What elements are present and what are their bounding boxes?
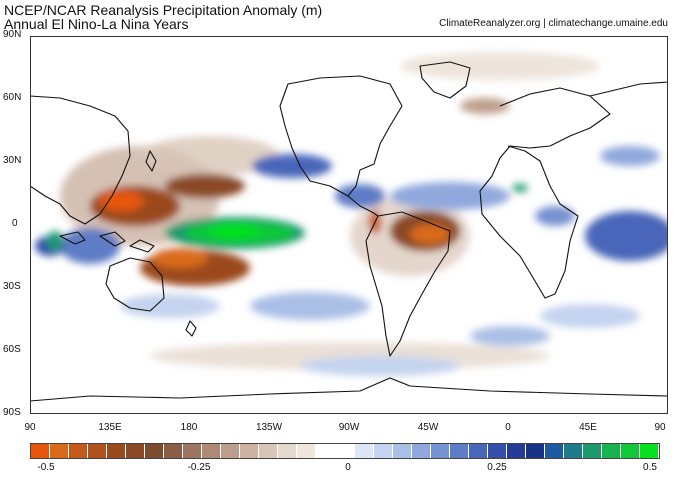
colorbar-swatch [506,444,526,458]
colorbar-swatch [202,444,222,458]
colorbar-swatch [487,444,507,458]
colorbar-swatch [316,444,336,458]
colorbar-label-zero: 0 [345,462,351,473]
colorbar-label-0.5: 0.5 [643,462,657,473]
colorbar-swatch [525,444,545,458]
lon-label-45e: 45E [579,422,597,433]
colorbar-swatch [88,444,108,458]
colorbar-swatch [335,444,355,458]
lat-label-60n: 60N [3,92,22,103]
lat-label-30n: 30N [3,155,22,166]
colorbar-swatch [449,444,469,458]
colorbar-swatch [50,444,70,458]
precipitation-anomaly-map [30,36,668,414]
colorbar-swatch [259,444,279,458]
colorbar-swatch [221,444,241,458]
colorbar-swatch [640,444,660,458]
chart-title: NCEP/NCAR Reanalysis Precipitation Anoma… [4,2,323,18]
lon-label-180: 180 [180,422,198,433]
colorbar-swatch [373,444,393,458]
lon-label-135w: 135W [255,422,283,433]
colorbar-swatch [620,444,640,458]
colorbar-swatch [582,444,602,458]
lat-label-90s: 90S [3,407,21,418]
colorbar-swatch [107,444,127,458]
colorbar-swatch [563,444,583,458]
credit-text: ClimateReanalyzer.org | climatechange.um… [439,18,668,29]
colorbar-swatch [392,444,412,458]
colorbar-swatch [354,444,374,458]
colorbar-label-0.25: 0.25 [487,462,507,473]
lon-label-0: 0 [505,422,511,433]
colorbar-swatch [468,444,488,458]
lon-label-90e: 90 [24,422,36,433]
colorbar-swatch [145,444,165,458]
colorbar [30,443,660,459]
colorbar-swatch [411,444,431,458]
colorbar-swatch [126,444,146,458]
colorbar-swatch [164,444,184,458]
colorbar-swatch [31,444,51,458]
lat-label-30s: 30S [3,281,21,292]
colorbar-swatch [278,444,298,458]
lon-label-90w-end: 90 [654,422,666,433]
colorbar-label-neg-0.5: -0.5 [37,462,55,473]
colorbar-swatch [430,444,450,458]
colorbar-swatch [69,444,89,458]
lon-label-135e: 135E [98,422,122,433]
colorbar-swatch [297,444,317,458]
lat-label-60s: 60S [3,344,21,355]
lat-label-90n: 90N [3,29,22,40]
colorbar-label-neg-0.25: -0.25 [187,462,211,473]
lon-label-45w: 45W [417,422,439,433]
lat-label-eq: 0 [12,218,18,229]
lon-label-90w: 90W [338,422,360,433]
colorbar-swatch [240,444,260,458]
colorbar-swatch [183,444,203,458]
chart-subtitle: Annual El Nino-La Nina Years [4,16,189,32]
colorbar-swatch [544,444,564,458]
colorbar-swatch [601,444,621,458]
